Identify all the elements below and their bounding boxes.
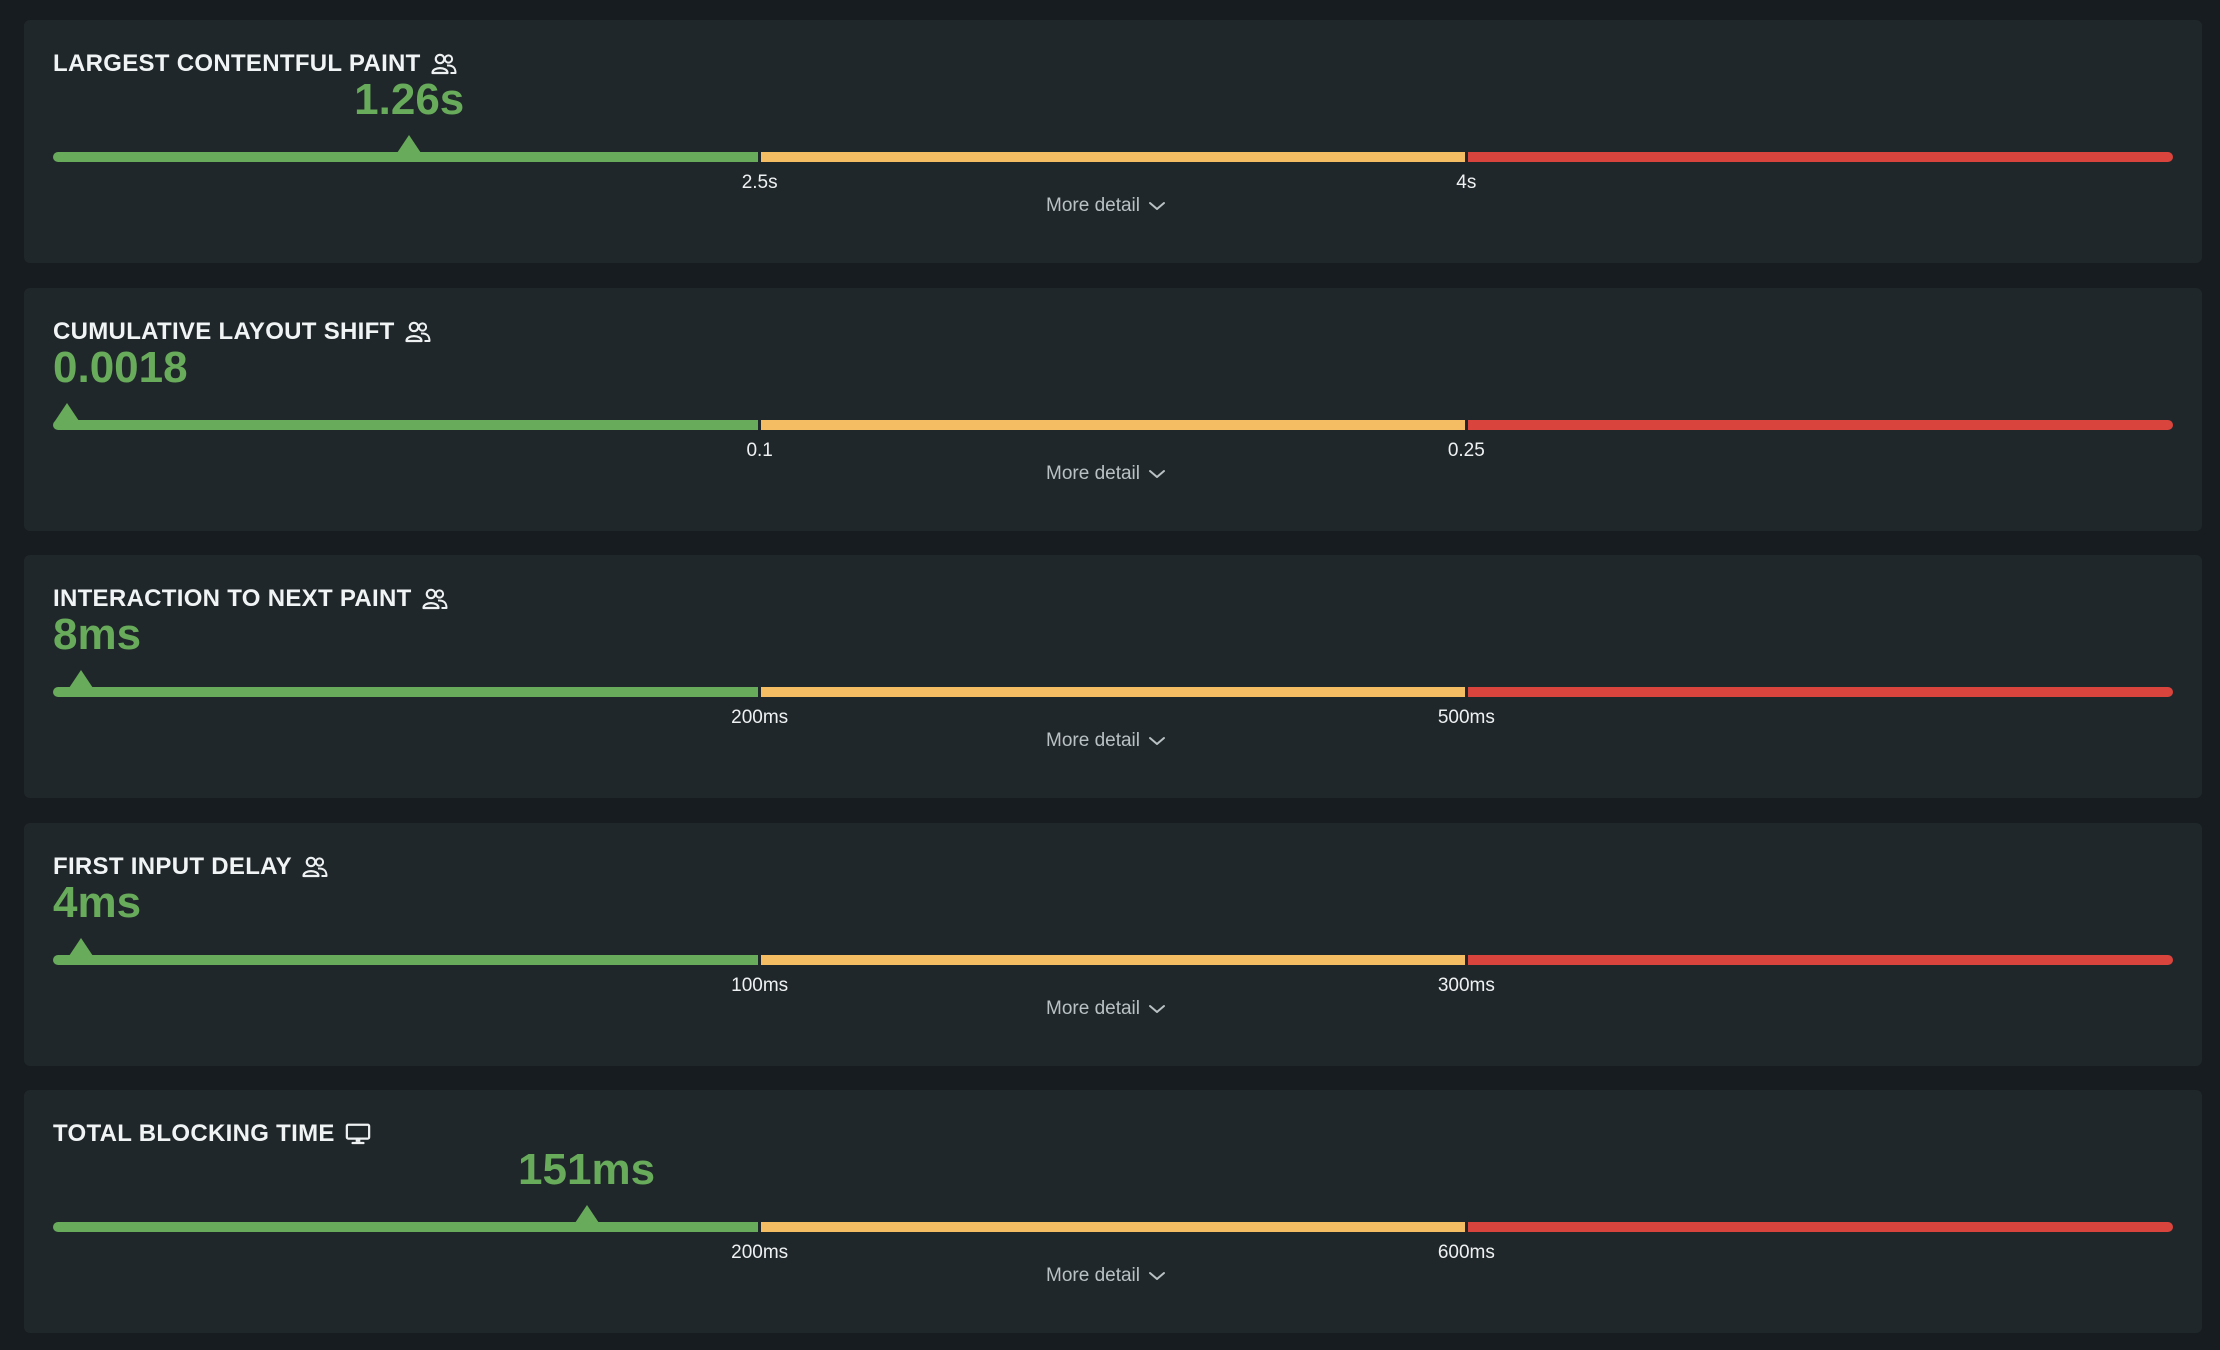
value-marker: [397, 135, 422, 153]
metric-title-row: LARGEST CONTENTFUL PAINT: [53, 48, 457, 80]
more-detail-label: More detail: [1046, 462, 1140, 484]
metric-value: 1.26s: [354, 75, 465, 124]
segment-divider: [1464, 1222, 1468, 1232]
users-icon: [422, 586, 448, 612]
metric-card: LARGEST CONTENTFUL PAINT 1.26s 2.5s 4s M…: [24, 20, 2202, 263]
metric-card: INTERACTION TO NEXT PAINT 8ms 200ms 500m…: [24, 555, 2202, 798]
poor-range-segment: [1466, 687, 2173, 697]
segment-divider: [1464, 954, 1468, 965]
chevron-down-icon: [1148, 1003, 1166, 1015]
needs-improvement-range-segment: [759, 687, 1467, 697]
metric-title-row: CUMULATIVE LAYOUT SHIFT: [53, 316, 431, 348]
threshold-label-poor: 0.25: [1447, 439, 1485, 461]
poor-range-segment: [1466, 954, 2173, 965]
more-detail-button[interactable]: More detail: [1046, 195, 1166, 217]
threshold-label-good: 200ms: [731, 1242, 789, 1263]
poor-range-segment: [1466, 152, 2173, 162]
segment-divider: [758, 419, 762, 430]
users-icon: [302, 854, 328, 880]
segment-divider: [758, 1222, 762, 1232]
metric-title-row: FIRST INPUT DELAY: [53, 851, 328, 883]
metric-card: CUMULATIVE LAYOUT SHIFT 0.0018 0.1 0.25 …: [24, 287, 2202, 531]
segment-divider: [1464, 152, 1468, 162]
metric-title: TOTAL BLOCKING TIME: [53, 1120, 335, 1147]
threshold-label-poor: 600ms: [1437, 1242, 1495, 1263]
chevron-down-icon: [1148, 200, 1166, 212]
value-marker: [69, 670, 94, 688]
threshold-bar: [53, 135, 2173, 162]
value-marker: [69, 937, 94, 956]
value-marker: [574, 1205, 599, 1223]
threshold-bar: [53, 1205, 2173, 1232]
needs-improvement-range-segment: [759, 954, 1467, 965]
threshold-bar: [53, 937, 2173, 965]
metric-value: 4ms: [53, 877, 142, 927]
metric-title: INTERACTION TO NEXT PAINT: [53, 585, 412, 612]
metric-card: FIRST INPUT DELAY 4ms 100ms 300ms More d…: [24, 822, 2202, 1066]
metric-title-row: INTERACTION TO NEXT PAINT: [53, 583, 448, 615]
threshold-label-good: 100ms: [731, 974, 789, 996]
good-range-segment: [53, 1222, 760, 1232]
good-range-segment: [53, 954, 760, 965]
metric-title: FIRST INPUT DELAY: [53, 852, 292, 880]
threshold-label-good: 0.1: [746, 439, 773, 461]
users-icon: [431, 51, 457, 77]
metric-value: 0.0018: [53, 342, 188, 392]
threshold-bar: [53, 670, 2173, 697]
metric-title: LARGEST CONTENTFUL PAINT: [53, 50, 421, 77]
segment-divider: [758, 954, 762, 965]
chevron-down-icon: [1148, 468, 1166, 480]
more-detail-label: More detail: [1046, 1265, 1140, 1286]
more-detail-button[interactable]: More detail: [1046, 1265, 1166, 1287]
threshold-label-good: 200ms: [731, 707, 789, 728]
poor-range-segment: [1466, 419, 2173, 430]
metric-card: TOTAL BLOCKING TIME 151ms 200ms 600ms Mo…: [24, 1090, 2202, 1333]
more-detail-button[interactable]: More detail: [1046, 730, 1166, 752]
good-range-segment: [53, 419, 760, 430]
more-detail-label: More detail: [1046, 997, 1140, 1019]
desktop-icon: [345, 1121, 371, 1147]
more-detail-label: More detail: [1046, 730, 1140, 751]
threshold-bar: [53, 402, 2173, 430]
chevron-down-icon: [1148, 735, 1166, 747]
good-range-segment: [53, 687, 760, 697]
chevron-down-icon: [1148, 1270, 1166, 1282]
threshold-label-good: 2.5s: [741, 172, 778, 193]
segment-divider: [1464, 419, 1468, 430]
segment-divider: [758, 687, 762, 697]
metric-value: 8ms: [53, 610, 142, 659]
more-detail-label: More detail: [1046, 195, 1140, 216]
metric-title-row: TOTAL BLOCKING TIME: [53, 1118, 371, 1150]
more-detail-button[interactable]: More detail: [1046, 463, 1166, 485]
value-marker: [55, 402, 79, 421]
more-detail-button[interactable]: More detail: [1046, 998, 1166, 1020]
threshold-label-poor: 4s: [1456, 172, 1477, 193]
good-range-segment: [53, 152, 760, 162]
poor-range-segment: [1466, 1222, 2173, 1232]
metric-value: 151ms: [518, 1145, 656, 1194]
segment-divider: [1464, 687, 1468, 697]
metric-title: CUMULATIVE LAYOUT SHIFT: [53, 317, 395, 345]
threshold-label-poor: 500ms: [1437, 707, 1495, 728]
needs-improvement-range-segment: [759, 419, 1467, 430]
segment-divider: [758, 152, 762, 162]
users-icon: [404, 319, 431, 345]
needs-improvement-range-segment: [759, 152, 1467, 162]
needs-improvement-range-segment: [759, 1222, 1467, 1232]
threshold-label-poor: 300ms: [1437, 974, 1495, 996]
